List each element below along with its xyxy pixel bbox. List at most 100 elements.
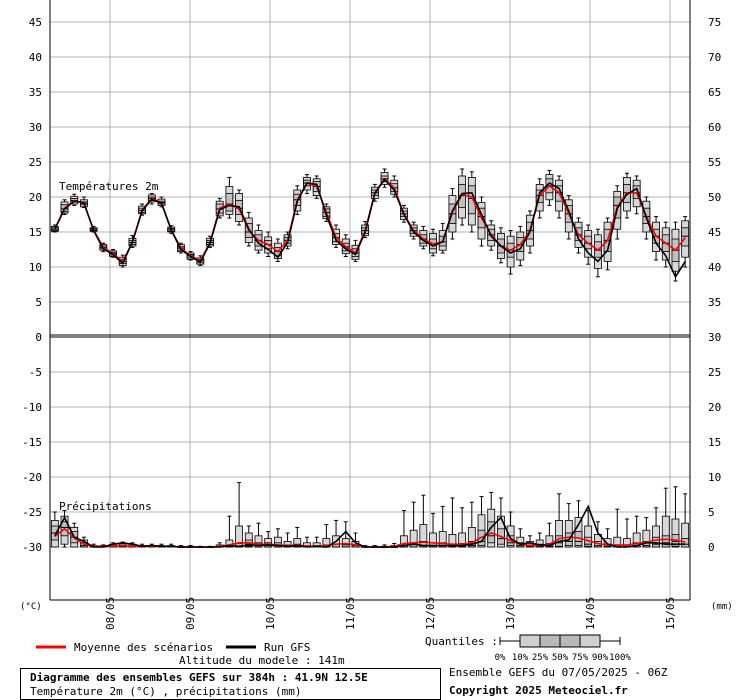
temp-right-tick: 75 [708,16,721,29]
temp-right-tick: 40 [708,261,721,274]
x-tick-label: 08/05 [104,597,117,630]
precip-right-tick: 15 [708,436,721,449]
precip-box-42 [458,507,467,548]
precip-right-tick: 25 [708,366,721,379]
quantile-tick-label: 100% [609,653,631,663]
temp-left-tick: 30 [29,121,42,134]
temp-right-tick: 30 [708,331,721,344]
precip-left-tick: -15 [22,436,42,449]
temp-right-tick: 55 [708,156,721,169]
precipitation-panel-title: Précipitations [59,500,152,513]
precip-left-tick: -5 [29,366,42,379]
temp-left-tick: 0 [35,331,42,344]
precip-right-tick: 0 [708,541,715,554]
temp-left-tick: 5 [35,296,42,309]
quantile-tick-label: 10% [512,653,529,663]
altitude-label: Altitude du modele : 141m [179,654,345,667]
precip-box-64 [671,486,680,548]
temp-left-tick: 35 [29,86,42,99]
x-tick-label: 14/05 [584,597,597,630]
x-tick-label: 09/05 [184,597,197,630]
grid-lines [50,0,690,600]
temp-box-56 [593,228,602,278]
quantile-tick-label: 0% [495,653,506,663]
temp-right-tick: 65 [708,86,721,99]
quantile-tick-label: 25% [532,653,549,663]
precip-left-tick: -30 [22,541,42,554]
temp-box-inner [225,193,234,212]
temp-right-tick: 60 [708,121,721,134]
temperature-lines [54,177,686,279]
precip-box-inner [681,538,690,548]
temp-left-tick: 45 [29,16,42,29]
temp-left-tick: 40 [29,51,42,64]
temp-left-tick: 10 [29,261,42,274]
quantile-tick-label: 90% [592,653,609,663]
precip-box-28 [322,524,331,548]
precip-gfs-line [54,504,686,548]
precip-box-45 [487,491,496,548]
precip-box-18 [225,515,234,548]
precip-box-63 [661,487,670,548]
legend-mean-label: Moyenne des scénarios [74,641,213,654]
temp-right-tick: 45 [708,226,721,239]
temp-left-tick: 25 [29,156,42,169]
precipitation-lines [54,504,686,548]
precipitation-boxes [50,482,690,548]
temp-box-inner [681,227,690,247]
left-unit-label: (°C) [20,602,42,612]
temp-right-tick: 70 [708,51,721,64]
precip-left-tick: -25 [22,506,42,519]
legend-quantiles-label: Quantiles : [425,635,498,648]
quantile-tick-label: 50% [552,653,569,663]
precip-left-tick: -20 [22,471,42,484]
temp-box-65 [681,216,690,268]
precip-box-inner [661,535,670,548]
temp-left-tick: 15 [29,226,42,239]
x-tick-label: 15/05 [664,597,677,630]
temp-box-40 [438,223,447,254]
temperature-panel-title: Températures 2m [59,180,159,193]
temp-right-tick: 50 [708,191,721,204]
right-unit-label: (mm) [711,602,733,612]
legend-gfs-label: Run GFS [264,641,310,654]
precip-box-19 [235,482,243,548]
precip-box-38 [419,494,428,548]
legend-quantile-box [499,634,621,648]
precip-box-outer [555,520,563,548]
footer-title: Diagramme des ensembles GEFS sur 384h : … [30,671,368,684]
run-label: Ensemble GEFS du 07/05/2025 - 06Z [449,666,668,679]
precip-box-36 [400,510,408,548]
temp-box-18 [225,176,234,219]
footer-title-box: Diagramme des ensembles GEFS sur 384h : … [20,668,441,700]
temp-gfs-line [54,178,686,279]
precip-box-37 [409,501,418,548]
precip-box-43 [467,501,476,548]
precip-box-41 [448,497,457,548]
precip-box-outer [671,518,680,548]
x-tick-label: 10/05 [264,597,277,630]
precip-box-outer [584,525,593,548]
temp-right-tick: 35 [708,296,721,309]
copyright-label: Copyright 2025 Meteociel.fr [449,684,628,697]
precip-box-61 [642,517,651,548]
precip-box-65 [681,493,690,548]
precip-right-tick: 5 [708,506,715,519]
precip-box-58 [613,508,622,548]
quantile-tick-label: 75% [572,653,589,663]
precip-left-tick: -10 [22,401,42,414]
legend-quantile-ticks: 0% 10% 25% 50% 75% 90% 100% [495,653,632,663]
x-tick-label: 12/05 [424,597,437,630]
footer-subtitle: Température 2m (°C) , précipitations (mm… [30,685,302,698]
x-tick-label: 11/05 [344,597,357,630]
temp-left-tick: 20 [29,191,42,204]
temp-box-58 [613,185,622,240]
precip-right-tick: 20 [708,401,721,414]
precip-right-tick: 10 [708,471,721,484]
precip-box-25 [293,526,302,548]
axes [49,0,691,601]
precip-box-59 [623,518,631,548]
x-tick-label: 13/05 [504,597,517,630]
